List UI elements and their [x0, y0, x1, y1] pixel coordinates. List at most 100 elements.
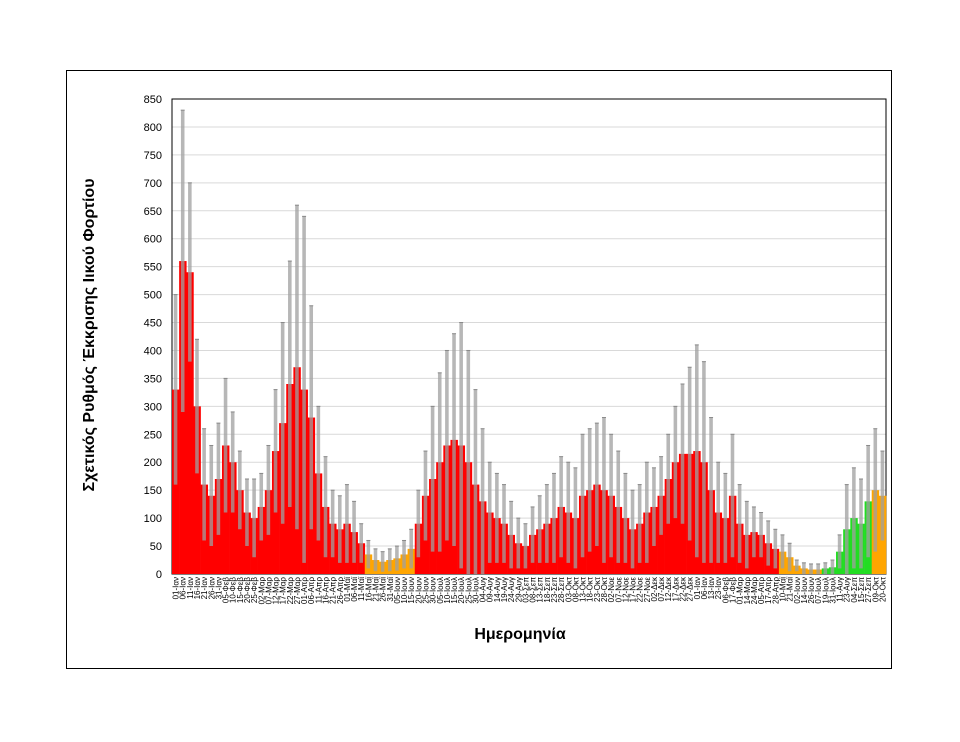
x-tick-label: 18-Σεπ: [543, 577, 552, 603]
x-tick-label: 25-Ιουν: [421, 577, 430, 604]
x-tick-label: 07-Δεκ: [657, 576, 666, 601]
x-tick-label: 21-Μαϊ: [371, 577, 380, 602]
x-tick-label: 26-Ιαν: [207, 577, 216, 599]
x-tick-label: 21-Απρ: [329, 577, 338, 604]
x-tick-label: 02-Ιουν: [793, 577, 802, 604]
x-tick-label: 31-Ιαν: [214, 577, 223, 599]
bar: [193, 406, 201, 574]
x-tick-label: 11-Ιαν: [186, 577, 195, 599]
x-tick-label: 17-Απρ: [764, 577, 773, 604]
x-tick-label: 13-Σεπ: [536, 577, 545, 603]
y-tick-label: 650: [144, 206, 162, 218]
x-tick-label: 10-Φεβ: [229, 577, 238, 604]
y-tick-label: 550: [144, 262, 162, 274]
y-axis-title: Σχετικός Ρυθμός Έκκρισης Ιικού Φορτίου: [81, 178, 98, 492]
x-tick-label: 19-Αυγ: [500, 577, 509, 602]
x-tick-label: 23-Σεπ: [550, 577, 559, 603]
x-tick-label: 01-Απρ: [300, 577, 309, 604]
x-tick-label: 10-Ιουλ: [443, 577, 452, 604]
y-tick-label: 150: [144, 485, 162, 497]
x-tick-label: 01-Μαϊ: [343, 577, 352, 602]
x-tick-label: 05-Ιουλ: [436, 577, 445, 604]
x-tick-label: 21-Ιαν: [200, 577, 209, 599]
x-tick-label: 27-Δεκ: [686, 576, 695, 601]
x-tick-label: 14-Μαρ: [743, 577, 752, 605]
x-tick-label: 24-Μαρ: [750, 577, 759, 605]
x-tick-label: 27-Νοε: [643, 577, 652, 603]
x-tick-label: 07-Ιουλ: [814, 577, 823, 604]
x-tick-label: 17-Νοε: [629, 577, 638, 603]
y-tick-label: 750: [144, 150, 162, 162]
x-tick-label: 16-Ιαν: [193, 577, 202, 599]
y-tick-label: 0: [156, 569, 162, 581]
x-tick-label: 04-Αυγ: [479, 577, 488, 602]
x-tick-label: 26-Ιουν: [807, 577, 816, 604]
x-tick-label: 17-Φεβ: [728, 577, 737, 604]
x-tick-label: 20-Φεβ: [243, 577, 252, 604]
x-tick-label: 06-Ιαν: [700, 577, 709, 599]
y-tick-label: 50: [150, 541, 162, 553]
x-tick-label: 09-Αυγ: [486, 577, 495, 602]
x-tick-label: 11-Μαϊ: [357, 577, 366, 601]
x-tick-label: 13-Ιαν: [707, 577, 716, 599]
x-tick-label: 01-Ιαν: [693, 577, 702, 599]
x-tick-label: 08-Σεπ: [529, 577, 538, 603]
x-tick-label: 01-Μαρ: [736, 577, 745, 605]
x-tick-label: 10-Ιουν: [400, 577, 409, 604]
x-tick-label: 11-Αυγ: [836, 577, 845, 602]
bar: [664, 479, 673, 574]
x-tick-label: 02-Νοε: [607, 577, 616, 603]
x-tick-label: 21-Μαϊ: [786, 577, 795, 602]
x-tick-label: 20-Ιουλ: [457, 577, 466, 604]
x-tick-label: 29-Αυγ: [514, 577, 523, 602]
x-tick-label: 15-Ιουν: [407, 577, 416, 604]
x-tick-label: 14-Ιουν: [800, 577, 809, 604]
x-tick-label: 28-Οκτ: [600, 576, 609, 602]
x-tick-label: 30-Ιουν: [429, 577, 438, 604]
x-tick-label: 05-Φεβ: [222, 577, 231, 604]
x-tick-label: 17-Μαρ: [279, 577, 288, 605]
x-tick-label: 26-Μαϊ: [379, 577, 388, 602]
x-tick-label: 04-Σεπ: [850, 577, 859, 603]
x-tick-label: 11-Απρ: [314, 577, 323, 604]
x-tick-label: 27-Μαρ: [293, 577, 302, 605]
x-tick-label: 31-Μαϊ: [386, 577, 395, 602]
x-tick-label: 03-Οκτ: [564, 576, 573, 602]
x-tick-label: 25-Ιουλ: [464, 577, 473, 604]
x-tick-label: 26-Απρ: [336, 577, 345, 604]
bar: [179, 261, 187, 574]
x-tick-label: 23-Οκτ: [593, 576, 602, 602]
x-tick-label: 01-Ιαν: [172, 577, 181, 599]
x-tick-label: 05-Απρ: [757, 577, 766, 604]
chart-frame: [66, 70, 892, 669]
x-tick-label: 22-Νοε: [636, 577, 645, 603]
x-tick-label: 27-Σεπ: [864, 577, 873, 603]
x-tick-label: 03-Σεπ: [521, 577, 530, 603]
y-tick-label: 850: [144, 94, 162, 106]
x-tick-label: 19-Ιουλ: [821, 577, 830, 604]
x-tick-label: 12-Νοε: [621, 577, 630, 603]
y-tick-label: 500: [144, 290, 162, 302]
y-tick-label: 200: [144, 457, 162, 469]
x-tick-label: 12-Δεκ: [664, 576, 673, 601]
x-tick-label: 02-Δεκ: [650, 576, 659, 601]
x-tick-label: 25-Φεβ: [250, 577, 259, 604]
x-tick-label: 30-Ιουλ: [471, 577, 480, 604]
x-tick-label: 23-Αυγ: [843, 577, 852, 602]
x-axis-title: Ημερομηνία: [474, 626, 566, 643]
x-tick-label: 08-Οκτ: [571, 576, 580, 602]
bar: [186, 272, 194, 574]
x-tick-label: 24-Αυγ: [507, 577, 516, 602]
x-tick-label: 18-Οκτ: [586, 576, 595, 602]
x-tick-label: 14-Αυγ: [493, 577, 502, 602]
x-tick-label: 28-Απρ: [771, 577, 780, 604]
x-tick-label: 13-Οκτ: [579, 576, 588, 602]
x-tick-label: 15-Σεπ: [857, 577, 866, 603]
bar: [229, 462, 237, 574]
x-tick-label: 05-Ιουν: [393, 577, 402, 604]
x-tick-label: 06-Ιαν: [179, 577, 188, 599]
y-tick-label: 800: [144, 122, 162, 134]
y-tick-label: 700: [144, 178, 162, 190]
x-tick-label: 28-Σεπ: [557, 577, 566, 603]
